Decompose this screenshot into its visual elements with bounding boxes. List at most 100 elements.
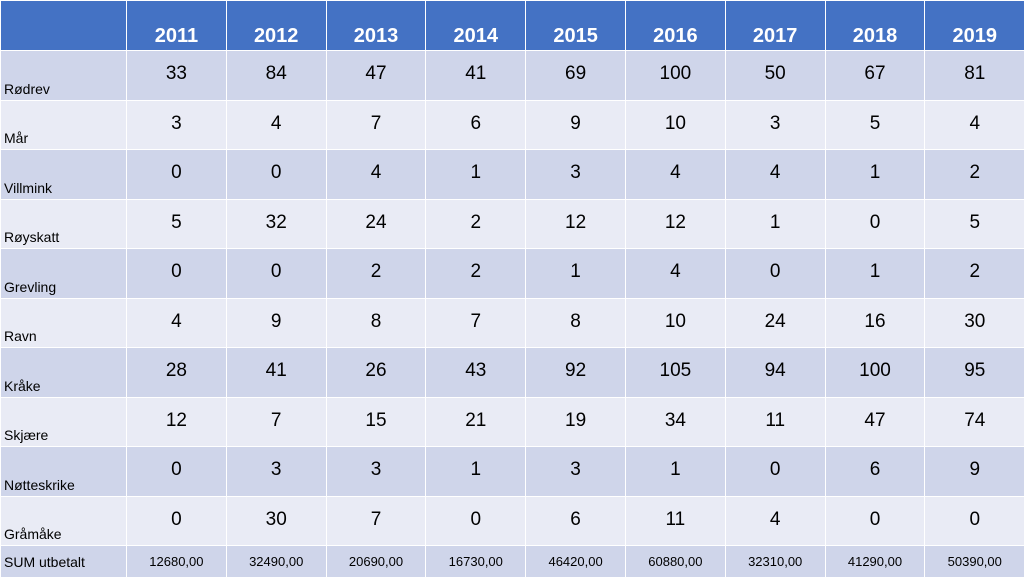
- table-cell: 100: [625, 51, 725, 101]
- row-label: Nøtteskrike: [1, 447, 127, 497]
- table-cell: 7: [326, 100, 426, 150]
- table-cell: 50: [725, 51, 825, 101]
- table-cell: 2: [426, 249, 526, 299]
- table-cell: 81: [925, 51, 1024, 101]
- table-cell: 0: [725, 447, 825, 497]
- table-cell: 3: [526, 150, 626, 200]
- table-cell: 19: [526, 397, 626, 447]
- column-header: 2016: [625, 1, 725, 51]
- table-cell: 84: [226, 51, 326, 101]
- table-cell: 0: [226, 249, 326, 299]
- table-cell: 30: [925, 298, 1024, 348]
- column-header: 2014: [426, 1, 526, 51]
- total-cell: 46420,00: [526, 546, 626, 578]
- table-cell: 4: [925, 100, 1024, 150]
- table-cell: 30: [226, 496, 326, 546]
- table-cell: 0: [127, 150, 227, 200]
- table-cell: 16: [825, 298, 925, 348]
- table-cell: 6: [526, 496, 626, 546]
- table-cell: 7: [326, 496, 426, 546]
- table-cell: 8: [526, 298, 626, 348]
- total-cell: 32310,00: [725, 546, 825, 578]
- table-cell: 12: [127, 397, 227, 447]
- table-cell: 4: [226, 100, 326, 150]
- row-label: Villmink: [1, 150, 127, 200]
- column-header: 2018: [825, 1, 925, 51]
- table-cell: 10: [625, 100, 725, 150]
- row-label: Grevling: [1, 249, 127, 299]
- table-cell: 15: [326, 397, 426, 447]
- column-header: 2019: [925, 1, 1024, 51]
- table-cell: 7: [226, 397, 326, 447]
- table-cell: 69: [526, 51, 626, 101]
- table-cell: 11: [625, 496, 725, 546]
- table-cell: 1: [825, 150, 925, 200]
- column-header: 2012: [226, 1, 326, 51]
- column-header: 2017: [725, 1, 825, 51]
- row-label: Gråmåke: [1, 496, 127, 546]
- table-cell: 9: [526, 100, 626, 150]
- table-cell: 8: [326, 298, 426, 348]
- table-cell: 32: [226, 199, 326, 249]
- table-cell: 94: [725, 348, 825, 398]
- table-cell: 47: [825, 397, 925, 447]
- table-cell: 21: [426, 397, 526, 447]
- total-cell: 20690,00: [326, 546, 426, 578]
- column-header: 2015: [526, 1, 626, 51]
- table-cell: 4: [625, 150, 725, 200]
- column-header: 2011: [127, 1, 227, 51]
- table-cell: 12: [625, 199, 725, 249]
- table-cell: 47: [326, 51, 426, 101]
- table-cell: 24: [326, 199, 426, 249]
- total-cell: 32490,00: [226, 546, 326, 578]
- table-cell: 4: [725, 150, 825, 200]
- table-cell: 3: [725, 100, 825, 150]
- table-cell: 28: [127, 348, 227, 398]
- total-row-label: SUM utbetalt: [1, 546, 127, 578]
- column-header: 2013: [326, 1, 426, 51]
- table-cell: 6: [426, 100, 526, 150]
- table-cell: 1: [825, 249, 925, 299]
- table-cell: 105: [625, 348, 725, 398]
- row-label: Mår: [1, 100, 127, 150]
- table-cell: 1: [426, 150, 526, 200]
- row-label: Skjære: [1, 397, 127, 447]
- row-label: Ravn: [1, 298, 127, 348]
- row-label: Rødrev: [1, 51, 127, 101]
- table-cell: 5: [925, 199, 1024, 249]
- table-cell: 4: [326, 150, 426, 200]
- table-cell: 7: [426, 298, 526, 348]
- total-cell: 16730,00: [426, 546, 526, 578]
- table-cell: 0: [127, 447, 227, 497]
- table-cell: 67: [825, 51, 925, 101]
- table-cell: 100: [825, 348, 925, 398]
- table-cell: 0: [226, 150, 326, 200]
- table-cell: 5: [127, 199, 227, 249]
- total-cell: 60880,00: [625, 546, 725, 578]
- table-cell: 26: [326, 348, 426, 398]
- table-cell: 2: [326, 249, 426, 299]
- table-cell: 2: [925, 150, 1024, 200]
- table-cell: 92: [526, 348, 626, 398]
- table-cell: 24: [725, 298, 825, 348]
- table-cell: 0: [127, 496, 227, 546]
- table-cell: 2: [925, 249, 1024, 299]
- table-cell: 41: [226, 348, 326, 398]
- total-cell: 12680,00: [127, 546, 227, 578]
- table-cell: 0: [127, 249, 227, 299]
- table-cell: 43: [426, 348, 526, 398]
- row-label: Røyskatt: [1, 199, 127, 249]
- table-cell: 0: [725, 249, 825, 299]
- table-cell: 33: [127, 51, 227, 101]
- table-cell: 3: [326, 447, 426, 497]
- table-cell: 5: [825, 100, 925, 150]
- total-cell: 41290,00: [825, 546, 925, 578]
